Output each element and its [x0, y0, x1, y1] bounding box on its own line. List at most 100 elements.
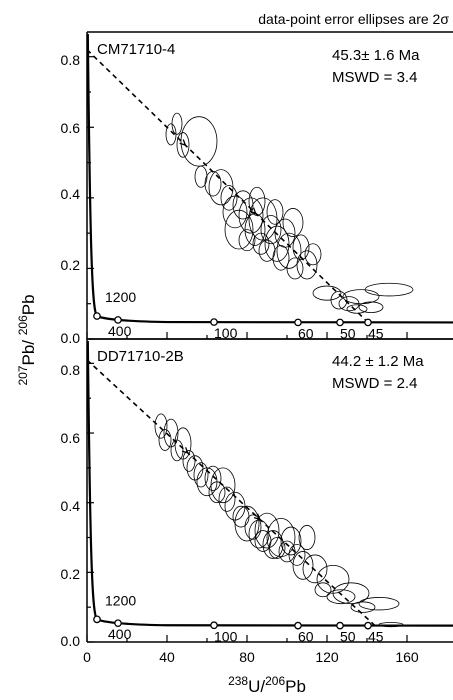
error-ellipse	[276, 232, 302, 269]
sample-name: DD71710-2B	[97, 348, 184, 365]
error-ellipse	[312, 285, 342, 301]
error-ellipse	[264, 225, 290, 262]
discordia-arrow	[181, 447, 189, 454]
concordia-curve	[86, 33, 453, 324]
y-tick-label: 0.4	[61, 186, 81, 202]
concordia-age-point	[210, 318, 218, 326]
mswd-label: MSWD = 3.4	[332, 69, 417, 86]
error-ellipse	[266, 517, 296, 558]
error-ellipse	[210, 467, 236, 504]
error-ellipse	[182, 450, 196, 472]
concordia-age-label: 400	[108, 626, 132, 642]
error-ellipse	[180, 116, 218, 167]
x-axis-label: 238U/206Pb	[228, 674, 306, 696]
x-axis-ticks: 0 40 80 120 160	[83, 649, 419, 665]
concordia-age-point	[336, 621, 344, 630]
error-ellipse	[286, 257, 304, 280]
y-tick-label: 0.2	[61, 566, 81, 582]
y-axis-label: 207Pb/ 206Pb	[16, 294, 38, 385]
error-ellipse	[326, 589, 356, 605]
y-tick-label: 0.6	[61, 120, 81, 136]
x-tick-label: 40	[159, 649, 175, 665]
x-tick-label: 160	[395, 649, 419, 665]
error-ellipse	[292, 234, 310, 261]
concordia-age-point	[336, 318, 344, 327]
y-tick-label: 0.8	[61, 52, 81, 68]
error-ellipse	[218, 486, 236, 512]
mswd-label: MSWD = 2.4	[332, 375, 417, 392]
error-ellipse	[154, 413, 168, 439]
error-ellipse	[288, 544, 306, 566]
error-ellipse	[272, 245, 290, 271]
y-label-sup2: 206	[16, 315, 30, 335]
discordia-line	[86, 359, 376, 627]
age-label: 45.3± 1.6 Ma	[332, 47, 420, 64]
concordia-age-label: 100	[214, 628, 238, 644]
error-ellipse	[194, 165, 208, 188]
error-ellipse	[204, 465, 222, 491]
age-label: 44.2 ± 1.2 Ma	[332, 353, 424, 370]
error-ellipse	[248, 197, 278, 241]
concordia-age-point	[210, 621, 218, 630]
x-label-sup2: 206	[265, 674, 285, 688]
error-ellipse	[314, 582, 332, 598]
error-ellipse	[170, 439, 184, 462]
error-ellipse	[204, 170, 222, 197]
error-ellipse	[234, 505, 260, 542]
error-ellipse	[158, 429, 172, 451]
error-ellipse	[238, 229, 256, 252]
error-ellipse	[332, 582, 370, 605]
error-ellipse	[302, 554, 328, 584]
panel-dd71710-2b: DD71710-2B 44.2 ± 1.2 Ma MSWD = 2.4 0.0 …	[61, 338, 453, 649]
error-ellipse	[238, 197, 264, 234]
error-ellipse	[171, 112, 183, 135]
error-ellipse	[254, 512, 280, 549]
error-ellipse	[292, 551, 314, 580]
error-ellipse	[304, 243, 322, 266]
concordia-age-point	[114, 316, 122, 324]
error-ellipse	[260, 215, 282, 245]
y-tick-label: 0.2	[61, 257, 81, 273]
error-ellipse	[316, 564, 350, 594]
concordia-age-label: 45	[368, 325, 384, 341]
panel-cm71710-4: CM71710-4 45.3± 1.6 Ma MSWD = 3.4 0.0 0.…	[61, 31, 453, 346]
x-label-sup1: 238	[228, 674, 248, 688]
error-ellipse	[208, 481, 226, 504]
concordia-age-point	[294, 318, 302, 327]
x-label-base: U/	[248, 677, 265, 696]
concordia-age-point	[93, 312, 101, 320]
y-tick-label: 0.8	[61, 362, 81, 378]
concordia-curve	[86, 340, 453, 627]
error-ellipse	[176, 132, 190, 158]
error-ellipse	[364, 282, 414, 297]
y-tick-label: 0.0	[61, 330, 81, 346]
discordia-line	[86, 49, 369, 323]
sample-name: CM71710-4	[97, 41, 175, 58]
concordia-age-point	[364, 318, 372, 327]
error-ellipse	[266, 199, 284, 225]
concordia-age-label: 50	[340, 325, 356, 341]
concordia-age-point	[93, 615, 101, 624]
concordia-age-label: 60	[298, 629, 314, 645]
concordia-age-label: 45	[368, 629, 384, 645]
y-tick-label: 0.0	[61, 633, 81, 649]
error-ellipse-note: data-point error ellipses are 2σ	[258, 11, 449, 27]
error-ellipse	[358, 597, 400, 611]
concordia-age-label: 50	[340, 629, 356, 645]
discordia-arrow	[249, 207, 257, 215]
error-ellipse	[224, 209, 254, 250]
error-ellipse	[298, 524, 316, 551]
error-ellipse	[346, 304, 368, 314]
y-tick-label: 0.6	[61, 430, 81, 446]
concordia-age-label: 100	[214, 325, 238, 341]
error-ellipse	[350, 601, 376, 613]
discordia-arrow	[179, 139, 187, 147]
y-label-mid: Pb/	[19, 335, 38, 365]
concordia-age-label: 400	[108, 323, 132, 339]
concordia-age-point	[114, 619, 122, 628]
error-ellipse	[258, 239, 276, 262]
concordia-age-label: 1200	[105, 592, 136, 608]
y-label-sup1: 207	[16, 365, 30, 385]
y-tick-label: 0.4	[61, 498, 81, 514]
error-ellipse	[358, 301, 384, 313]
